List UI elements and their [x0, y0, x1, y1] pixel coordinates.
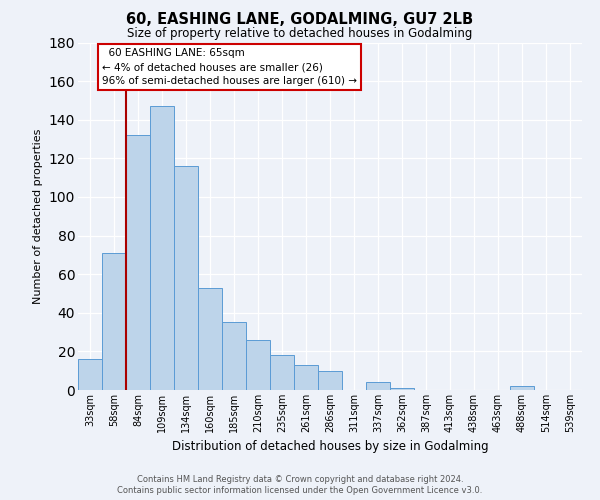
Text: 60 EASHING LANE: 65sqm
← 4% of detached houses are smaller (26)
96% of semi-deta: 60 EASHING LANE: 65sqm ← 4% of detached …	[102, 48, 357, 86]
Y-axis label: Number of detached properties: Number of detached properties	[33, 128, 43, 304]
Bar	[366, 382, 390, 390]
Text: Contains HM Land Registry data © Crown copyright and database right 2024.: Contains HM Land Registry data © Crown c…	[137, 475, 463, 484]
Bar	[270, 355, 294, 390]
Bar	[390, 388, 414, 390]
Bar	[174, 166, 198, 390]
Bar	[318, 370, 342, 390]
Text: Contains public sector information licensed under the Open Government Licence v3: Contains public sector information licen…	[118, 486, 482, 495]
Text: 60, EASHING LANE, GODALMING, GU7 2LB: 60, EASHING LANE, GODALMING, GU7 2LB	[127, 12, 473, 28]
Text: Size of property relative to detached houses in Godalming: Size of property relative to detached ho…	[127, 26, 473, 40]
X-axis label: Distribution of detached houses by size in Godalming: Distribution of detached houses by size …	[172, 440, 488, 454]
Bar	[198, 288, 222, 390]
Bar	[510, 386, 534, 390]
Bar	[102, 253, 126, 390]
Bar	[222, 322, 246, 390]
Bar	[246, 340, 270, 390]
Bar	[150, 106, 174, 390]
Bar	[294, 365, 318, 390]
Bar	[126, 135, 150, 390]
Bar	[78, 359, 102, 390]
